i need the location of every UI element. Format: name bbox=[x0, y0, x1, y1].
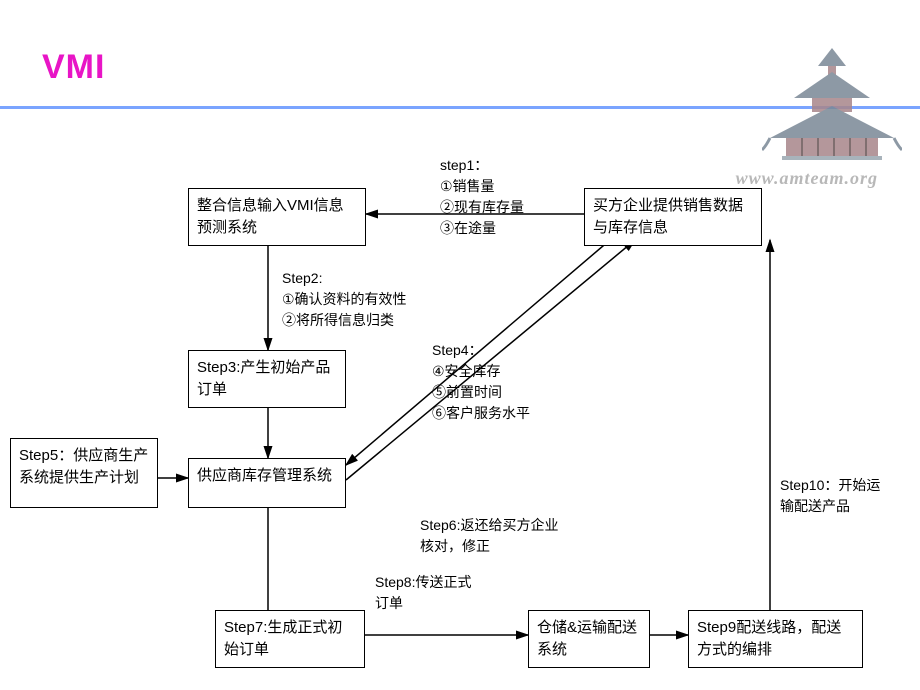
flow-label-l_step1: step1： ①销售量 ②现有库存量 ③在途量 bbox=[440, 155, 524, 239]
flow-label-l_step6: Step6:返还给买方企业 核对，修正 bbox=[420, 515, 558, 557]
flow-node-n_vmi: 整合信息输入VMI信息预测系统 bbox=[188, 188, 366, 246]
flow-label-l_step4: Step4： ④安全库存 ⑤前置时间 ⑥客户服务水平 bbox=[432, 340, 530, 424]
flow-label-l_step10: Step10：开始运 输配送产品 bbox=[780, 475, 880, 517]
flow-node-n_step9: Step9配送线路，配送方式的编排 bbox=[688, 610, 863, 668]
flow-node-n_step5: Step5：供应商生产系统提供生产计划 bbox=[10, 438, 158, 508]
page-title: VMI bbox=[42, 48, 105, 87]
vmi-flowchart: 买方企业提供销售数据与库存信息 整合信息输入VMI信息预测系统 Step3:产生初始… bbox=[0, 140, 920, 690]
flow-label-l_step8: Step8:传送正式 订单 bbox=[375, 572, 471, 614]
flow-node-n_buyer: 买方企业提供销售数据与库存信息 bbox=[584, 188, 762, 246]
flow-node-n_step3: Step3:产生初始产品订单 bbox=[188, 350, 346, 408]
flow-node-n_step7: Step7:生成正式初始订单 bbox=[215, 610, 365, 668]
flow-node-n_storage: 仓储&运输配送系统 bbox=[528, 610, 650, 668]
flow-node-n_supplier: 供应商库存管理系统 bbox=[188, 458, 346, 508]
flow-label-l_step2: Step2: ①确认资料的有效性 ②将所得信息归类 bbox=[282, 268, 407, 331]
